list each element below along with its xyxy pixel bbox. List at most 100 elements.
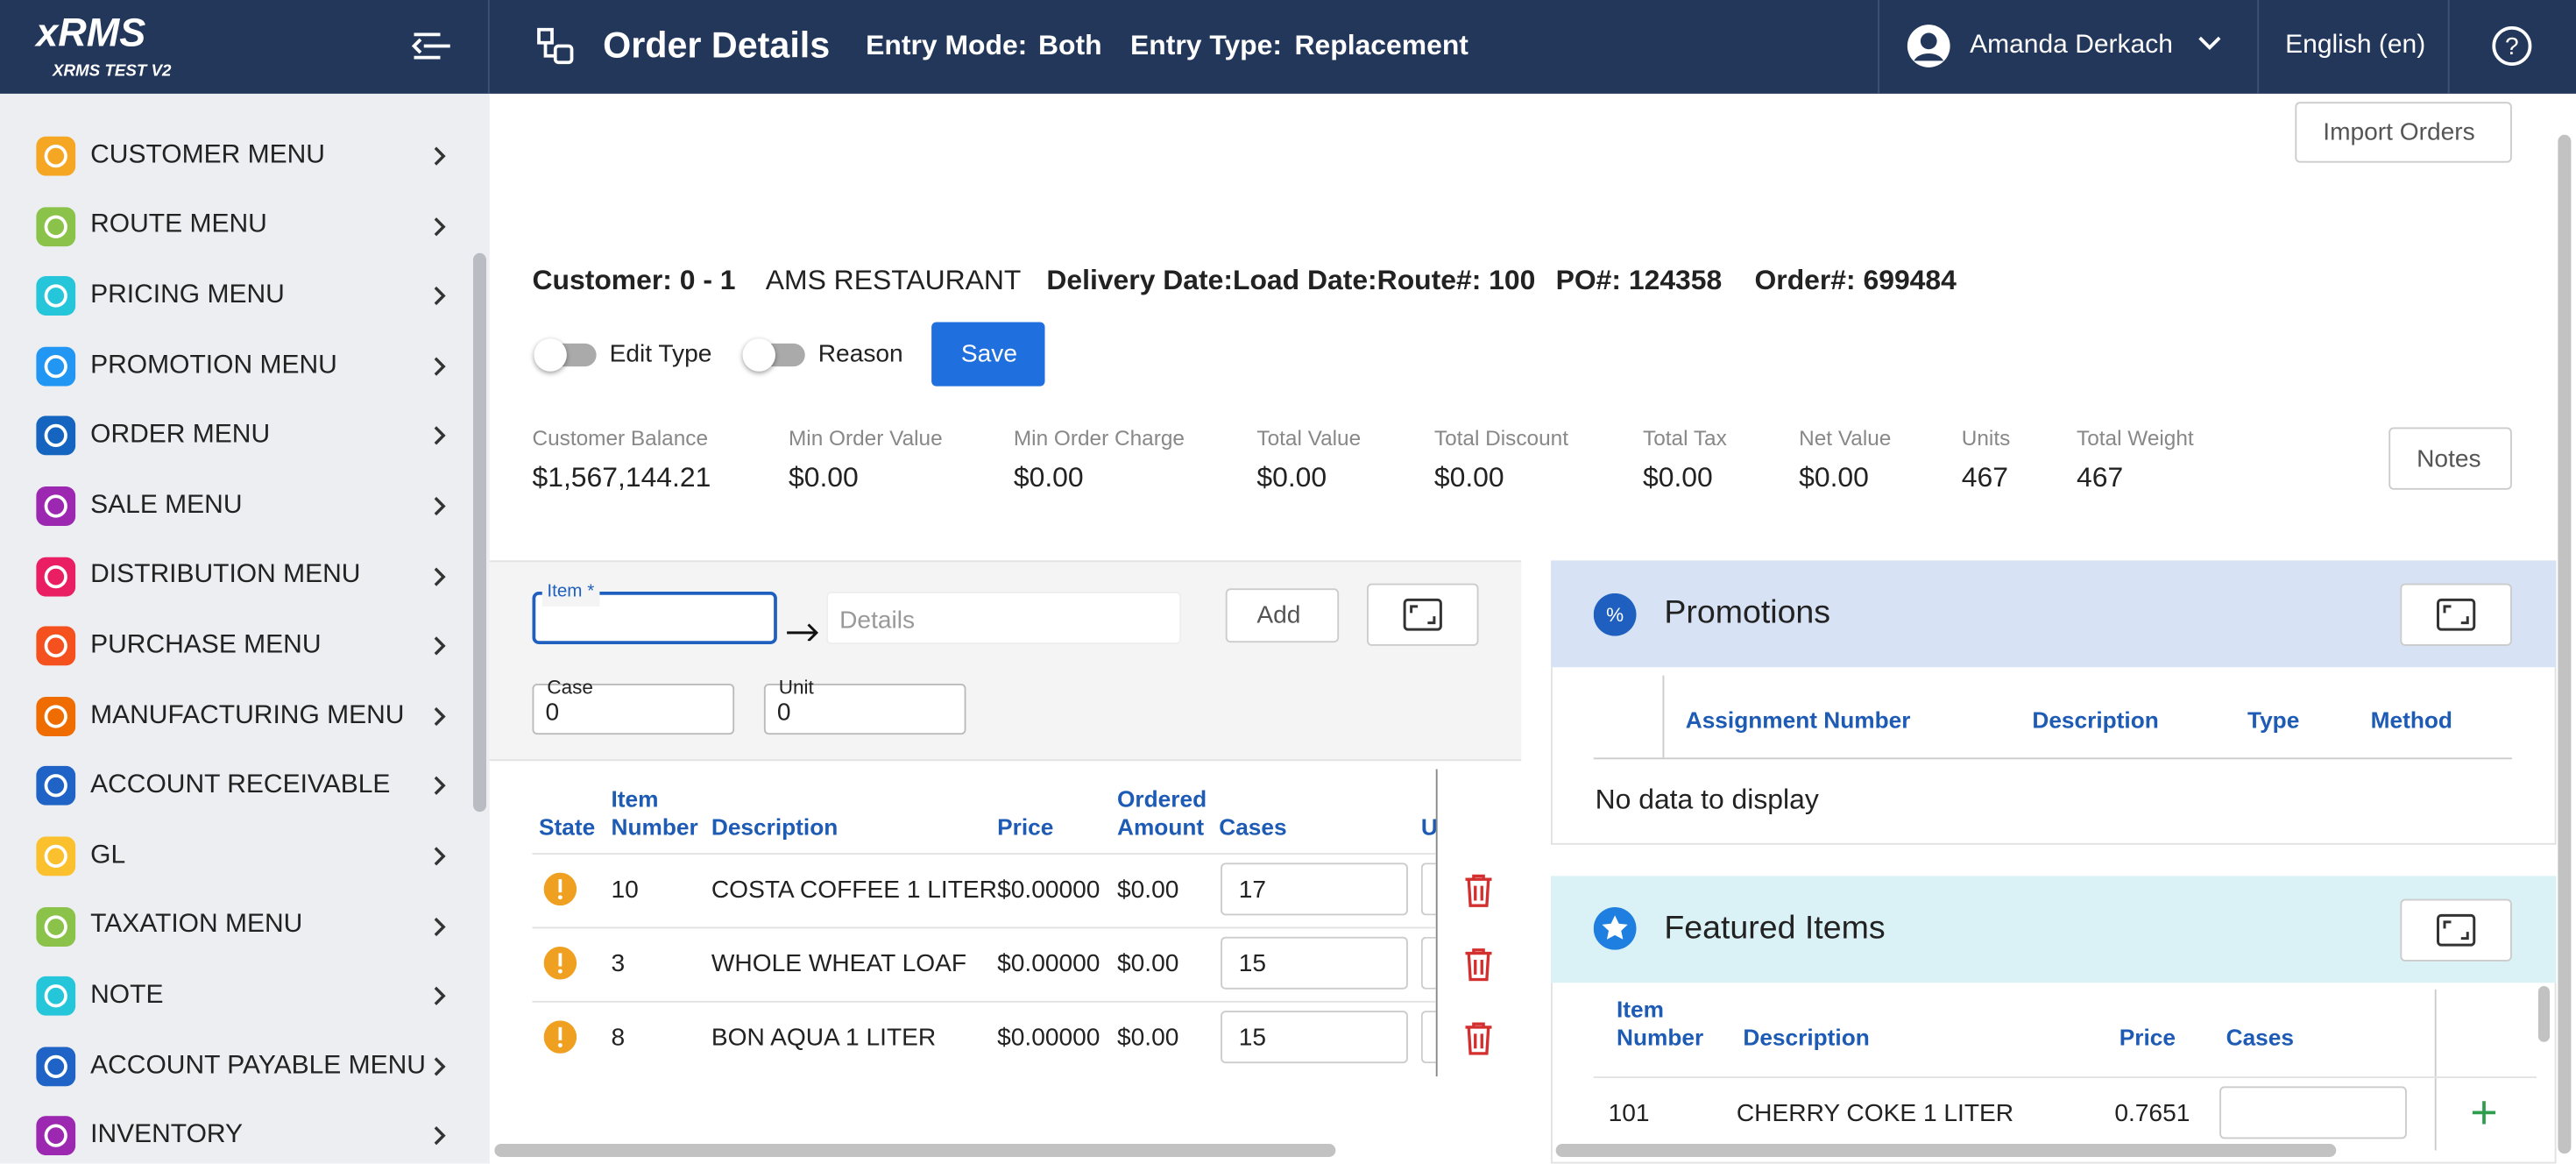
menu-icon[interactable]	[36, 276, 76, 316]
cases-input[interactable]	[1221, 936, 1408, 990]
row-border	[532, 926, 1436, 929]
menu-chevron[interactable]	[432, 1126, 449, 1146]
import-button[interactable]	[2295, 102, 2512, 163]
menu-item[interactable]: ACCOUNT RECEIVABLE	[90, 770, 391, 799]
top-bar	[0, 0, 2576, 94]
menu-chevron[interactable]	[432, 706, 449, 727]
menu-item[interactable]: ORDER MENU	[90, 421, 271, 450]
help-icon[interactable]: ?	[2491, 25, 2534, 67]
menu-chevron[interactable]	[432, 636, 449, 657]
collapse-icon[interactable]	[411, 28, 454, 64]
cases-input[interactable]	[2219, 1086, 2407, 1139]
case-input[interactable]	[532, 684, 735, 735]
menu-icon[interactable]	[36, 766, 76, 806]
language[interactable]: English (en)	[2285, 31, 2426, 60]
table-header: Method	[2370, 706, 2452, 734]
menu-chevron[interactable]	[432, 146, 449, 167]
menu-item[interactable]: PURCHASE MENU	[90, 631, 322, 659]
unit-input[interactable]	[763, 684, 966, 735]
notes-label[interactable]: Notes	[2417, 444, 2481, 473]
panel-title: Featured Items	[1664, 910, 1886, 947]
menu-item[interactable]: PRICING MENU	[90, 280, 285, 309]
menu-icon[interactable]	[36, 696, 76, 736]
menu-item[interactable]: TAXATION MENU	[90, 911, 303, 940]
menu-item[interactable]: NOTE	[90, 981, 164, 1010]
menu-item[interactable]: PROMOTION MENU	[90, 351, 337, 380]
notes-button[interactable]	[2388, 427, 2512, 490]
expand-icon[interactable]	[2437, 598, 2476, 632]
summary-label: Net Value	[1799, 425, 1892, 451]
menu-chevron[interactable]	[432, 986, 449, 1006]
toggle-knob[interactable]	[742, 338, 775, 372]
menu-item[interactable]: ROUTE MENU	[90, 210, 267, 239]
menu-item[interactable]: DISTRIBUTION MENU	[90, 561, 361, 589]
featured-icon	[1593, 907, 1637, 950]
cases-input[interactable]	[1221, 862, 1408, 916]
col-divider	[2434, 989, 2437, 1151]
menu-icon[interactable]	[36, 346, 76, 387]
user-name[interactable]: Amanda Derkach	[1970, 31, 2173, 60]
menu-icon[interactable]	[36, 626, 76, 666]
menu-icon[interactable]	[36, 1116, 76, 1156]
delete-icon[interactable]	[1464, 1020, 1494, 1055]
page-icon	[537, 27, 574, 65]
expand-button[interactable]	[2400, 583, 2512, 646]
menu-item[interactable]: INVENTORY	[90, 1121, 244, 1149]
units-input[interactable]	[1420, 936, 1436, 990]
dropdown-arrow[interactable]	[2198, 36, 2221, 53]
menu-chevron[interactable]	[432, 916, 449, 936]
menu-item[interactable]: SALE MENU	[90, 491, 243, 520]
menu-chevron[interactable]	[432, 566, 449, 586]
menu-icon[interactable]	[36, 486, 76, 526]
menu-chevron[interactable]	[432, 496, 449, 516]
add-label[interactable]: Add	[1256, 600, 1301, 629]
units-input[interactable]	[1420, 1011, 1436, 1064]
menu-chevron[interactable]	[432, 287, 449, 307]
add-icon[interactable]	[2471, 1099, 2497, 1125]
menu-icon[interactable]	[36, 136, 76, 176]
save-label[interactable]: Save	[960, 339, 1018, 368]
menu-item[interactable]: ACCOUNT PAYABLE MENU	[90, 1051, 426, 1080]
menu-icon[interactable]	[36, 416, 76, 457]
toggle-knob[interactable]	[534, 338, 567, 372]
summary-label: Total Tax	[1643, 425, 1727, 451]
units-input[interactable]	[1420, 862, 1436, 916]
summary-label: Total Weight	[2077, 425, 2194, 451]
main-scrollbar	[2558, 134, 2572, 1154]
menu-icon[interactable]	[36, 906, 76, 947]
menu-chevron[interactable]	[432, 1056, 449, 1076]
expand-icon[interactable]	[2437, 913, 2476, 948]
expand-icon[interactable]	[1403, 598, 1442, 632]
menu-chevron[interactable]	[432, 777, 449, 797]
menu-item[interactable]: GL	[90, 841, 126, 869]
sidebar	[0, 93, 490, 1164]
delete-icon[interactable]	[1464, 873, 1494, 907]
cases-input[interactable]	[1221, 1011, 1408, 1064]
menu-chevron[interactable]	[432, 426, 449, 446]
menu-item[interactable]: CUSTOMER MENU	[90, 140, 325, 169]
add-button[interactable]	[1225, 588, 1340, 643]
menu-icon[interactable]	[36, 976, 76, 1017]
menu-chevron[interactable]	[432, 847, 449, 867]
summary-value: $1,567,144.21	[532, 462, 711, 493]
entry-mode-label: Entry Mode:	[866, 29, 1028, 61]
summary-label: Total Discount	[1433, 425, 1568, 451]
expand-button[interactable]	[1367, 583, 1479, 646]
details-input[interactable]	[826, 592, 1182, 644]
menu-chevron[interactable]	[432, 356, 449, 376]
menu-icon[interactable]	[36, 556, 76, 596]
menu-icon[interactable]	[36, 206, 76, 246]
table-header: Item Number	[1617, 996, 1704, 1051]
table-header: Cases	[1219, 813, 1287, 841]
save-button[interactable]	[931, 322, 1045, 387]
expand-button[interactable]	[2400, 898, 2512, 962]
delete-icon[interactable]	[1464, 947, 1494, 982]
user-avatar[interactable]	[1906, 23, 1952, 69]
import-button-label[interactable]: Import Orders	[2323, 117, 2475, 146]
cell: $0.00	[1117, 875, 1179, 904]
menu-icon[interactable]	[36, 836, 76, 877]
order-info: Delivery Date:Load Date:Route#: 100	[1046, 265, 1536, 296]
menu-icon[interactable]	[36, 1046, 76, 1086]
menu-chevron[interactable]	[432, 216, 449, 237]
menu-item[interactable]: MANUFACTURING MENU	[90, 700, 405, 729]
